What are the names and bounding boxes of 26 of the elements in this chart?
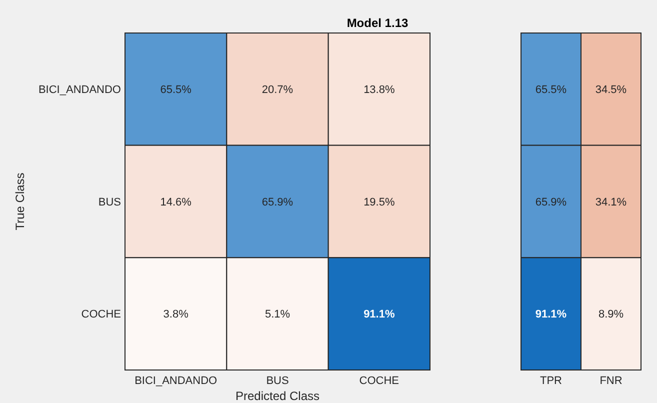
data-label: 14.6% — [160, 196, 192, 208]
y-tick-label: BUS — [98, 196, 121, 208]
data-label: 3.8% — [163, 308, 189, 321]
x-tick-label: BICI_ANDANDO — [134, 375, 218, 387]
y-tick-label: COCHE — [81, 308, 121, 321]
data-label: 13.8% — [364, 84, 395, 96]
data-label: 65.5% — [535, 84, 567, 96]
x-tick-label: FNR — [600, 375, 622, 387]
chart-title: Model 1.13 — [346, 16, 408, 30]
data-label: 65.9% — [535, 196, 567, 208]
x-tick-label: COCHE — [359, 375, 400, 387]
x-tick-label: TPR — [540, 375, 562, 387]
y-tick-label: BICI_ANDANDO — [38, 84, 122, 96]
data-label: 91.1% — [364, 308, 395, 321]
data-label: 34.1% — [595, 196, 627, 208]
data-label: 34.5% — [595, 84, 627, 96]
data-label: 65.5% — [160, 84, 192, 96]
data-label: 19.5% — [364, 196, 395, 208]
data-label: 8.9% — [598, 308, 624, 321]
y-axis-title: True Class — [13, 172, 27, 230]
data-label: 5.1% — [264, 308, 290, 321]
data-label: 91.1% — [535, 308, 567, 321]
x-tick-label: BUS — [266, 375, 289, 387]
data-label: 20.7% — [262, 84, 294, 96]
data-label: 65.9% — [262, 196, 294, 208]
x-axis-title: Predicted Class — [235, 389, 320, 403]
